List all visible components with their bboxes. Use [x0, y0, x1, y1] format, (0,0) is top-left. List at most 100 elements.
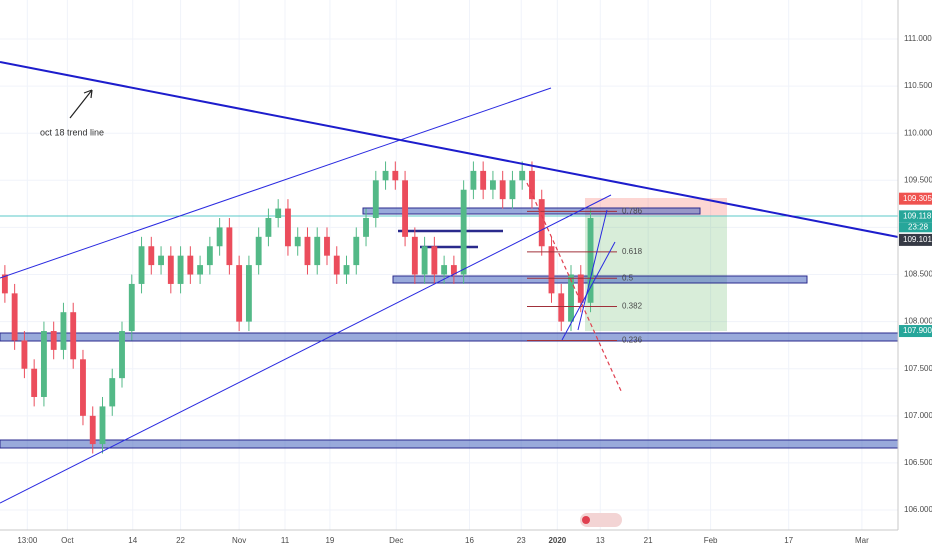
y-tick-label: 110.500: [904, 81, 932, 90]
candle-body: [568, 274, 574, 322]
x-tick-label: 19: [325, 536, 334, 545]
candle-body: [538, 199, 545, 247]
trend-line: [0, 194, 612, 504]
annotation: oct 18 trend line: [40, 127, 104, 137]
plot-background: [0, 0, 898, 530]
candle-body: [60, 312, 67, 350]
candle-body: [509, 180, 516, 200]
x-tick-label: 17: [784, 536, 793, 545]
candle-body: [50, 331, 57, 350]
candle-body: [1, 274, 8, 294]
price-tag-label: 109.118: [903, 211, 932, 220]
candle-body: [392, 170, 399, 181]
candle-body: [265, 217, 272, 237]
x-tick-label: Nov: [232, 536, 246, 545]
candle-body: [577, 274, 584, 303]
candle-body: [411, 236, 418, 275]
projection-line: [526, 182, 623, 394]
candle-body: [80, 359, 86, 416]
x-tick-label: 22: [176, 536, 185, 545]
y-tick-label: 108.000: [904, 317, 932, 326]
candle-body: [21, 340, 28, 369]
x-tick-label: 16: [465, 536, 474, 545]
candle-body: [158, 255, 164, 266]
candle-body: [236, 265, 243, 322]
candle-body: [529, 170, 535, 200]
y-tick-label: 109.500: [904, 175, 932, 184]
candle-body: [11, 293, 18, 341]
candle-body: [167, 255, 174, 284]
candle-body: [363, 217, 369, 237]
x-tick-label: 23: [517, 536, 526, 545]
x-tick-label: 14: [128, 536, 137, 545]
candle-body: [324, 236, 330, 256]
candle-body: [89, 415, 96, 445]
candle-body: [460, 189, 467, 275]
x-tick-label: 11: [281, 536, 290, 545]
price-tag-label: 109.305: [903, 194, 932, 203]
channel-line: [561, 241, 616, 341]
price-tag: [899, 233, 932, 246]
candle-body: [421, 246, 428, 275]
candle-body: [470, 170, 477, 190]
y-tick-label: 107.000: [904, 411, 932, 420]
candle-body: [206, 246, 213, 266]
candle-body: [99, 406, 106, 445]
zone: [0, 332, 899, 342]
candle-body: [31, 368, 38, 397]
price-tag-label: 107.900: [903, 326, 932, 335]
x-tick-label: 21: [644, 536, 653, 545]
countdown-bg: [899, 222, 932, 233]
candle-body: [138, 246, 145, 284]
candle-body: [285, 208, 291, 247]
candle-body: [519, 170, 526, 181]
trend-line: [0, 61, 899, 238]
candle-body: [187, 255, 194, 275]
candle-body: [558, 293, 565, 322]
candle-body: [333, 255, 340, 275]
y-tick-label: 106.000: [904, 505, 932, 514]
price-tag: [899, 192, 932, 205]
y-tick-label: 107.500: [904, 364, 932, 373]
time-axis: [0, 530, 898, 550]
logo-icon: [582, 516, 590, 524]
trend-line: [0, 87, 552, 279]
candle-body: [294, 236, 301, 247]
x-tick-label: Oct: [61, 536, 74, 545]
arrow-head: [83, 89, 93, 99]
x-tick-label: 13:00: [17, 536, 38, 545]
candle-body: [489, 180, 496, 190]
candle-body: [255, 236, 262, 266]
candle-body: [128, 283, 135, 332]
x-tick-label: Feb: [704, 536, 718, 545]
price-axis: [898, 0, 932, 550]
profit-zone: [585, 216, 727, 331]
candle-body: [40, 331, 47, 397]
candle-body: [109, 378, 116, 407]
logo-badge: [580, 513, 622, 527]
candle-body: [431, 246, 438, 275]
candle-body: [499, 180, 506, 200]
x-tick-label: 2020: [548, 536, 566, 545]
candle-body: [148, 246, 155, 266]
candle-body: [304, 236, 311, 266]
fib-levels: 0.786 0.618 0.5 0.382 0.236: [527, 207, 643, 345]
price-tag: [899, 210, 932, 223]
zone: [392, 275, 808, 284]
candle-body: [226, 227, 233, 266]
axis-labels: 106.000 106.500 107.000 107.500 108.000 108.5…: [17, 34, 932, 545]
candles: [1, 161, 594, 454]
candle-body: [197, 265, 204, 275]
channel-line: [577, 209, 608, 331]
candle-body: [119, 331, 125, 379]
candle-body: [372, 180, 379, 218]
candle-body: [177, 255, 184, 284]
countdown: 23:28: [908, 222, 929, 231]
candle-body: [314, 236, 321, 266]
price-tag: [899, 325, 932, 338]
y-tick-label: 110.000: [904, 128, 932, 137]
x-tick-label: Dec: [389, 536, 403, 545]
fib-label: 0.236: [622, 336, 643, 345]
candle-body: [245, 265, 252, 322]
y-tick-label: 108.500: [904, 270, 932, 279]
